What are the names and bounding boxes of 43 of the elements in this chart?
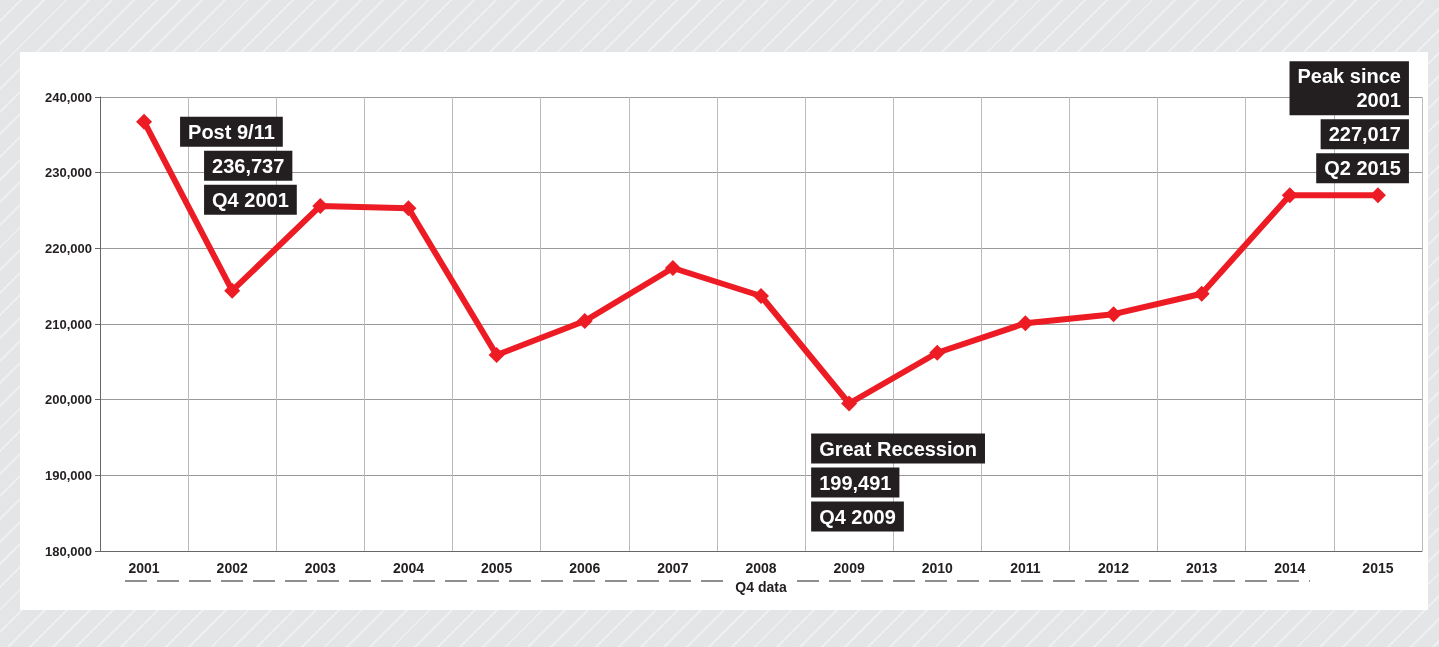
x-tick-label: 2013 xyxy=(1186,560,1218,576)
x-tick-label: 2014 xyxy=(1274,560,1306,576)
y-tick-label: 220,000 xyxy=(45,240,92,256)
annotation: Q2 2015 xyxy=(1324,157,1401,180)
y-tick-label: 240,000 xyxy=(45,89,92,105)
x-tick-label: 2004 xyxy=(392,560,425,576)
point xyxy=(136,113,153,130)
annotation: 236,737 xyxy=(212,154,285,177)
point xyxy=(929,344,946,361)
x-tick-label: 2012 xyxy=(1097,560,1130,576)
y-tick-label: 230,000 xyxy=(45,165,92,181)
y-tick-label: 180,000 xyxy=(45,543,92,559)
x-tick-label: 2005 xyxy=(481,560,513,576)
point xyxy=(488,347,505,364)
x-tick-label: 2006 xyxy=(569,560,601,576)
x-tick-label: 2015 xyxy=(1362,560,1394,576)
point xyxy=(576,312,593,329)
annotation: Peak since 2001 xyxy=(1297,65,1401,112)
point xyxy=(841,395,858,412)
x-axis-title: Q4 data xyxy=(735,578,787,595)
point xyxy=(1281,187,1298,204)
point xyxy=(224,282,241,299)
point xyxy=(664,260,681,277)
annotation: Great Recession xyxy=(819,437,977,460)
x-tick-label: 2001 xyxy=(128,560,160,576)
x-tick-label: 2008 xyxy=(745,560,777,576)
y-tick-label: 190,000 xyxy=(45,467,92,483)
x-tick-label: 2003 xyxy=(304,560,337,576)
point xyxy=(1193,285,1210,302)
y-tick-label: 210,000 xyxy=(45,316,92,332)
annotation: Post 9/11 xyxy=(188,120,275,143)
point xyxy=(1017,315,1034,332)
annotation: 227,017 xyxy=(1328,123,1401,146)
annotation: Q4 2009 xyxy=(819,505,896,528)
annotation: Q4 2001 xyxy=(212,188,289,211)
point xyxy=(753,288,769,304)
x-tick-label: 2011 xyxy=(1010,560,1041,576)
x-tick-label: 2002 xyxy=(216,560,248,576)
y-tick-label: 200,000 xyxy=(45,392,92,408)
x-tick-label: 2007 xyxy=(657,560,689,576)
annotation: 199,491 xyxy=(819,471,892,494)
x-tick-label: 2010 xyxy=(921,560,954,576)
x-tick-label: 2009 xyxy=(833,560,865,576)
